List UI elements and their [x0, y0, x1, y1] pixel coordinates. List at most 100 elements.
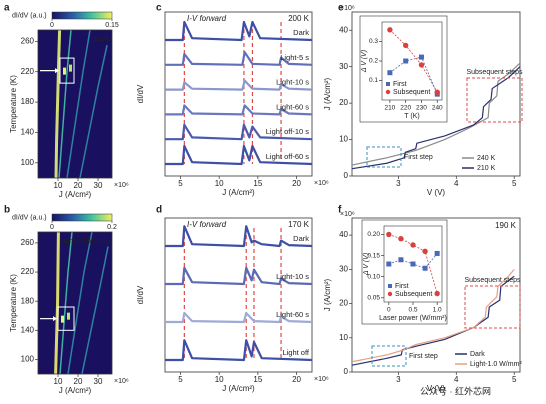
- inset-marker: [410, 242, 416, 248]
- panel-label: d: [156, 205, 162, 216]
- inset-marker: [387, 70, 393, 76]
- inset-line: [389, 56, 438, 95]
- heatmap-background: [38, 232, 112, 374]
- annotation: Light (1550 nm): [60, 238, 109, 245]
- peak-trace: [79, 45, 108, 179]
- x-tick-label: 3: [396, 179, 401, 188]
- inset-marker: [402, 42, 409, 49]
- colorbar-tick-label: 0.15: [105, 22, 119, 29]
- x-tick-label: 0.5: [408, 307, 417, 314]
- highlight-box: [57, 306, 75, 331]
- x-scale-label: ×10⁶: [114, 378, 129, 385]
- iv-curve: [351, 66, 521, 170]
- series-label: Light-10 s: [276, 272, 309, 281]
- series-label: Dark: [293, 234, 309, 243]
- inset-background: [361, 219, 448, 325]
- inset-background: [359, 15, 448, 123]
- legend-label: Light-1.0 W/mm²: [470, 361, 522, 368]
- hot-spot: [67, 312, 70, 320]
- x-tick-label: 20: [292, 375, 301, 384]
- inset-marker: [418, 54, 424, 60]
- arrow-head: [55, 68, 59, 74]
- y-tick-label: 10: [339, 333, 348, 342]
- x-scale-label: ×10⁶: [314, 376, 329, 383]
- annotation: Subsequent steps: [464, 277, 521, 284]
- plot-title: I-V forward: [187, 220, 227, 229]
- hot-spot: [61, 315, 64, 323]
- iv-curve: [351, 268, 515, 363]
- y-tick-label: 100: [21, 158, 35, 167]
- x-tick-label: 4: [454, 179, 459, 188]
- y-tick-label: 260: [21, 36, 35, 45]
- series-label: Light-5 s: [280, 53, 309, 62]
- inset-x-label: Laser power (W/mm²): [379, 315, 447, 322]
- y-axis-label: Temperature (K): [9, 274, 18, 332]
- y-axis-label: J (A/cm²): [323, 278, 332, 311]
- legend-marker: [388, 284, 392, 288]
- inset-marker: [422, 248, 428, 255]
- plot-frame: [351, 217, 521, 373]
- y-tick-label: 0.05: [367, 294, 380, 301]
- legend-marker: [387, 291, 393, 297]
- y-tick-label: 40: [339, 25, 348, 34]
- inset-marker: [386, 231, 392, 238]
- inset-marker: [386, 261, 392, 267]
- colorbar: [51, 213, 113, 222]
- spectrum: [165, 266, 313, 286]
- x-tick-label: 15: [253, 375, 262, 384]
- heatmap-background: [38, 30, 112, 178]
- plot-frame: [351, 11, 521, 177]
- y-tick-label: 100: [21, 355, 35, 364]
- colorbar-label: dI/dV (a.u.): [12, 214, 47, 221]
- inset-marker: [434, 250, 440, 256]
- highlight-box: [466, 77, 523, 123]
- x-tick-label: 30: [94, 377, 103, 386]
- inset-marker: [418, 62, 425, 68]
- annotation: First step: [404, 154, 433, 161]
- y-tick-label: 180: [21, 97, 35, 106]
- spectrum: [165, 311, 313, 324]
- watermark: 公众号 · 红外芯网: [420, 385, 491, 396]
- panel-label: e: [338, 3, 344, 14]
- peak-trace: [59, 231, 73, 375]
- inset-x-label: T (K): [404, 113, 419, 120]
- legend-label: 240 K: [477, 155, 496, 162]
- series-label: Light-60 s: [276, 310, 309, 319]
- series-label: Light off: [282, 348, 309, 357]
- x-tick-label: 20: [292, 179, 301, 188]
- y-tick-label: 20: [339, 299, 348, 308]
- spectrum: [165, 225, 313, 248]
- highlight-box: [464, 285, 521, 329]
- spectrum: [165, 20, 313, 42]
- inset-marker: [434, 290, 440, 297]
- panel-label: a: [4, 3, 10, 14]
- y-axis-label: dI/dV: [136, 84, 145, 103]
- y-tick-label: 0.15: [367, 252, 380, 259]
- colorbar-tick-label: 0: [50, 224, 54, 231]
- peak-trace: [81, 246, 109, 375]
- series-label: Light-60 s: [276, 102, 309, 111]
- plot-frame: [164, 217, 313, 373]
- spectrum: [165, 104, 313, 116]
- plot-frame: [164, 11, 313, 177]
- spectrum: [165, 51, 313, 66]
- legend-marker: [386, 82, 390, 86]
- y-tick-label: 0: [344, 171, 349, 180]
- y-tick-label: 180: [21, 296, 35, 305]
- panel-label: b: [4, 205, 10, 216]
- x-tick-label: 5: [178, 179, 183, 188]
- y-tick-label: 220: [21, 267, 35, 276]
- x-tick-label: 10: [215, 179, 224, 188]
- y-tick-label: 40: [339, 230, 348, 239]
- peak-trace: [54, 231, 60, 375]
- y-tick-label: 10: [339, 135, 348, 144]
- x-tick-label: 20: [74, 377, 83, 386]
- x-tick-label: 3: [396, 375, 401, 384]
- legend-label: Subsequent: [393, 89, 430, 96]
- inset-line: [389, 29, 438, 93]
- y-tick-label: 30: [339, 264, 348, 273]
- spectrum: [165, 123, 313, 141]
- annotation: 190 K: [495, 221, 517, 230]
- x-axis-label: V (V): [427, 188, 446, 197]
- x-axis-label: J (A/cm²): [222, 384, 255, 393]
